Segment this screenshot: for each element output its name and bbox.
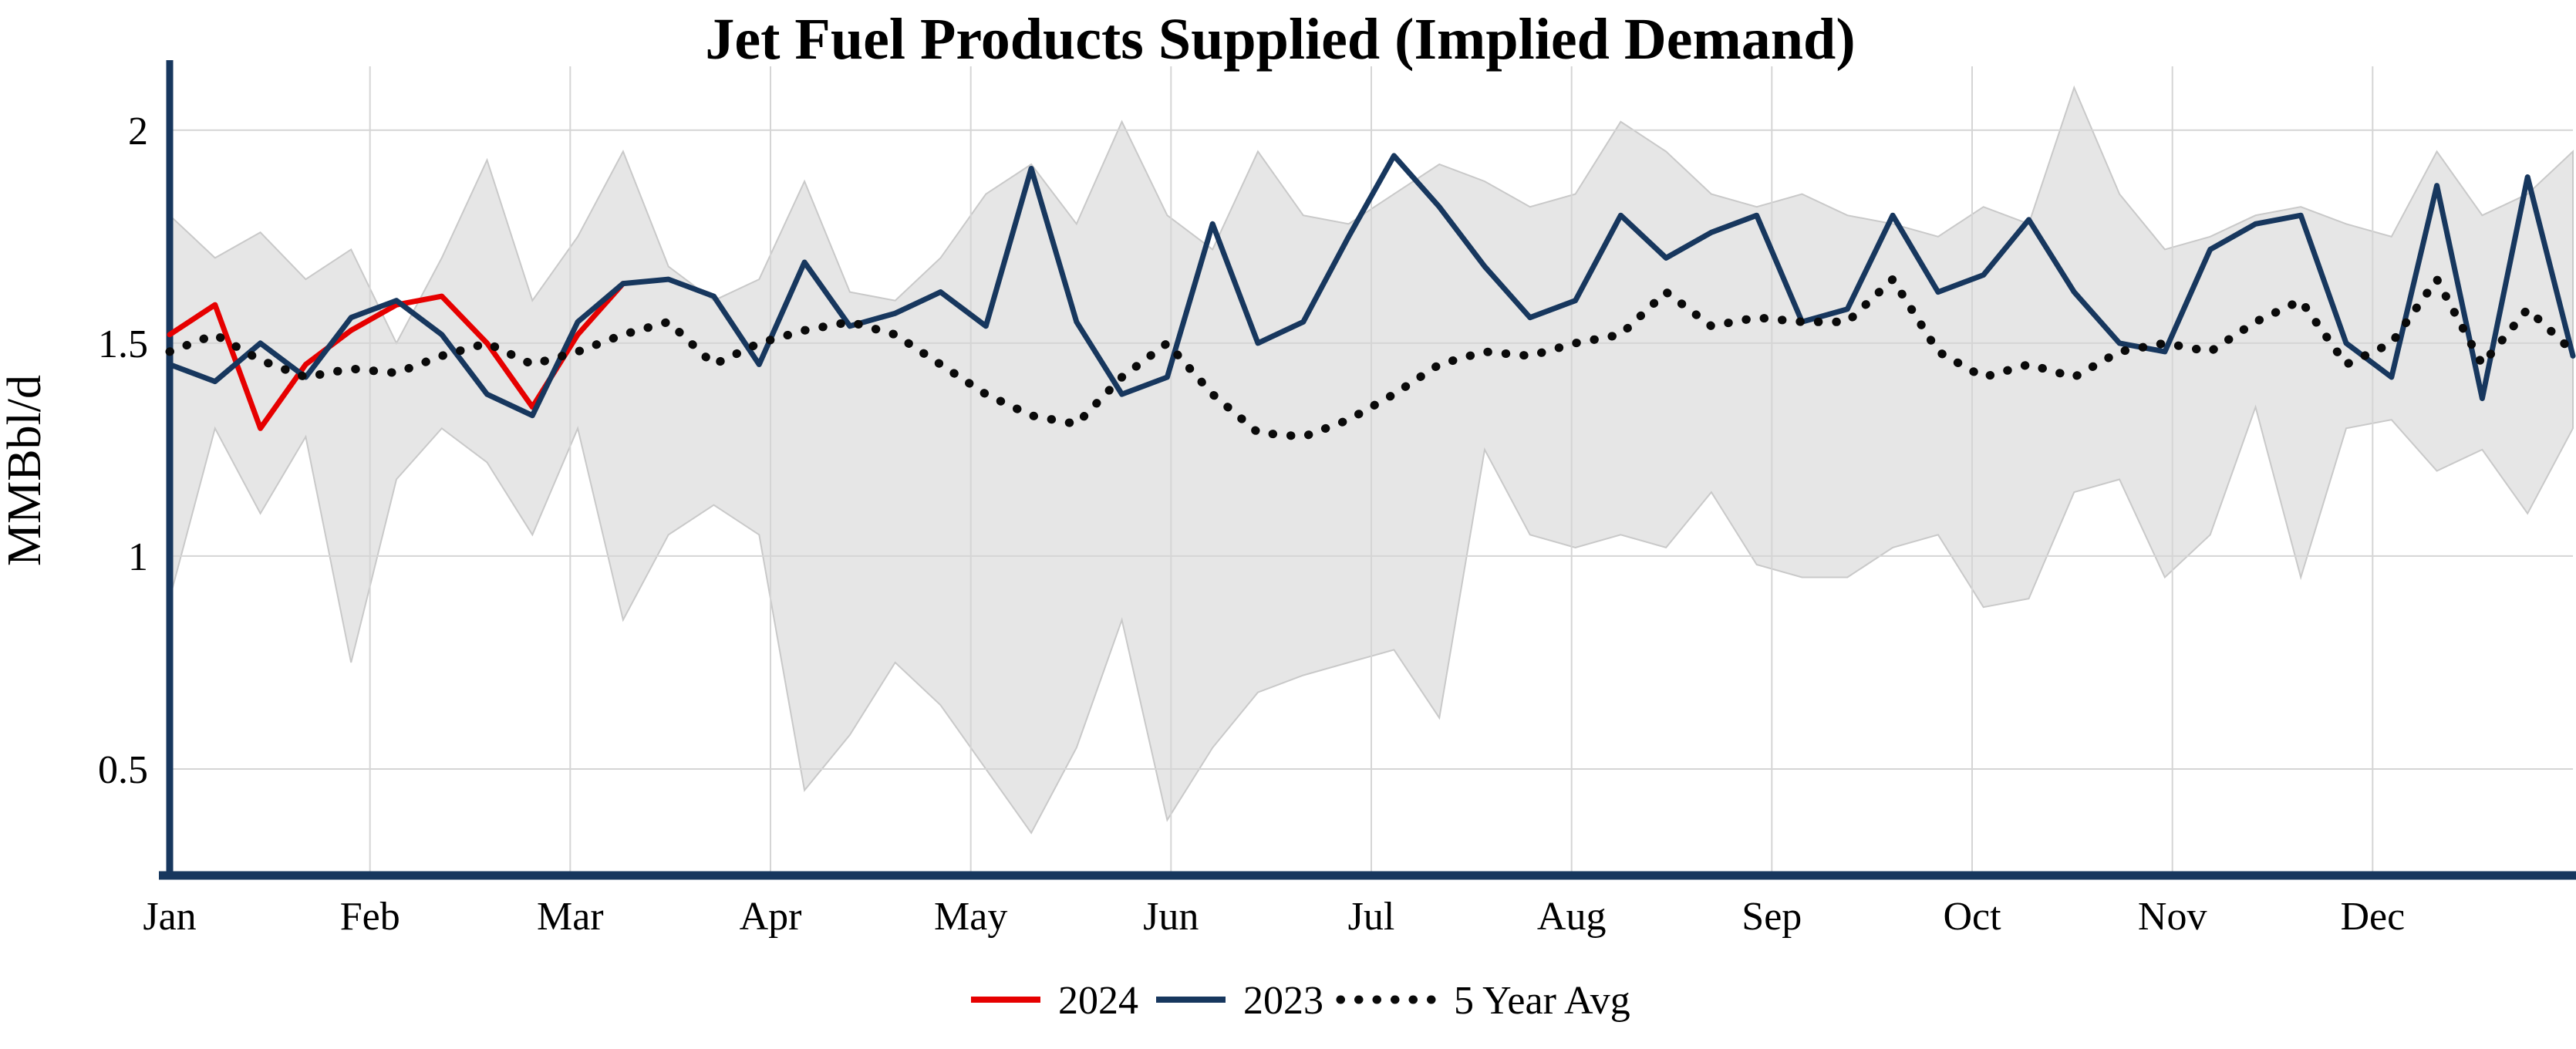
x-tick-label: Aug xyxy=(1537,895,1607,939)
line-2023 xyxy=(167,153,2576,419)
legend-item-2024: 2024 xyxy=(971,979,1138,1023)
grid-layer xyxy=(169,66,2573,875)
x-tick-label: Sep xyxy=(1741,895,1802,939)
legend-item-2023: 2023 xyxy=(1156,979,1323,1023)
y-tick-label: 1 xyxy=(128,535,148,579)
x-tick-label: Feb xyxy=(340,895,400,939)
x-tick-label: Dec xyxy=(2340,895,2405,939)
x-tick-label: Oct xyxy=(1943,895,2001,939)
y-tick-label: 0.5 xyxy=(98,748,148,792)
legend-label-2023: 2023 xyxy=(1243,979,1323,1023)
x-tick-label: Apr xyxy=(740,895,802,939)
x-axis-tick-labels: Jan Feb Mar Apr May Jun Jul Aug Sep Oct … xyxy=(143,895,2405,939)
series-layer xyxy=(165,153,2576,441)
legend-item-5-year-avg: 5 Year Avg xyxy=(1336,979,1630,1023)
y-axis-tick-labels: 0.5 1 1.5 2 xyxy=(98,110,148,792)
y-axis-label: MMBbl/d xyxy=(0,375,51,566)
x-tick-label: Mar xyxy=(537,895,604,939)
legend-label-5-year-avg: 5 Year Avg xyxy=(1454,979,1630,1023)
y-tick-label: 1.5 xyxy=(98,322,148,366)
x-tick-label: Jan xyxy=(143,895,196,939)
x-tick-label: May xyxy=(934,895,1007,939)
x-tick-label: Jun xyxy=(1143,895,1199,939)
legend: 2024 2023 5 Year Avg xyxy=(971,979,1630,1023)
legend-label-2024: 2024 xyxy=(1058,979,1138,1023)
line-5-year-avg xyxy=(165,275,2576,441)
chart-title: Jet Fuel Products Supplied (Implied Dema… xyxy=(705,7,1855,72)
x-tick-label: Nov xyxy=(2138,895,2207,939)
y-tick-label: 2 xyxy=(128,110,148,153)
axes xyxy=(159,60,2576,880)
x-tick-label: Jul xyxy=(1348,895,1395,939)
